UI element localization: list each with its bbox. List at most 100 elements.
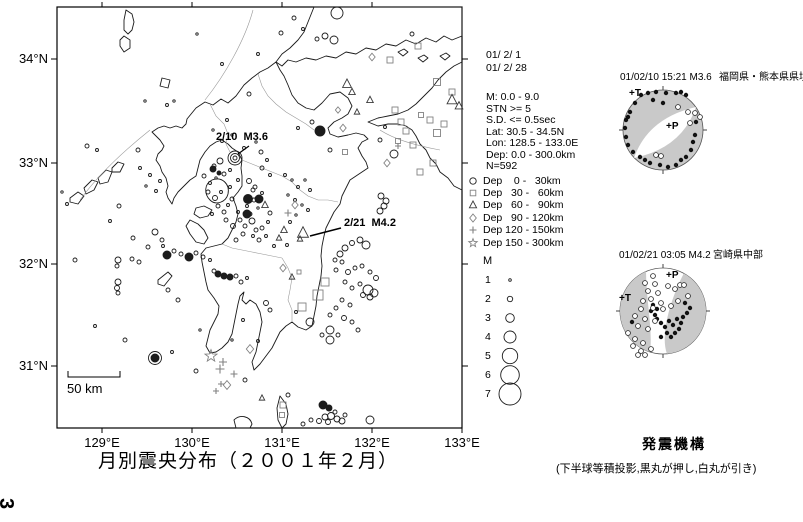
- epicenter-c: [225, 118, 229, 122]
- magnitude-value: 6: [485, 369, 491, 381]
- epicenter-c: [242, 209, 252, 219]
- magnitude-size-circle: [501, 347, 519, 365]
- plus-symbol-icon: [469, 226, 477, 234]
- depth-legend-label: Dep 0 - 30km: [483, 174, 561, 187]
- depth-legend-label: Dep 30 - 60km: [483, 186, 564, 199]
- fm2-title: 01/02/21 03:05 M4.2: [619, 250, 711, 261]
- epicenter-t: [347, 87, 357, 96]
- epicenter-c: [165, 103, 169, 107]
- magnitude-legend-row: 3: [485, 308, 525, 328]
- epicenter-p: [213, 388, 219, 394]
- compression-dot: [662, 324, 668, 330]
- criteria-lon: Lon: 128.5 - 133.0E: [486, 137, 579, 149]
- epicenter-c: [165, 287, 171, 293]
- compression-dot: [664, 330, 670, 336]
- compression-dot: [657, 162, 663, 168]
- epicenter-c: [175, 297, 181, 303]
- epicenter-c: [263, 300, 269, 306]
- epicenter-c: [260, 191, 264, 195]
- epicenter-p: [230, 370, 238, 378]
- epicenter-t: [260, 200, 270, 209]
- epicenter-c: [148, 351, 162, 365]
- epicenter-t: [446, 93, 458, 105]
- epicenter-c: [300, 421, 306, 427]
- magnitude-legend-row: 2: [485, 289, 525, 309]
- magnitude-value: 7: [485, 388, 491, 400]
- star-symbol-icon: [467, 236, 479, 248]
- epicenter-c: [229, 196, 235, 202]
- epicenter-c: [294, 213, 298, 217]
- epicenter-c: [332, 409, 338, 415]
- epicenter-c: [158, 179, 162, 183]
- dilatation-circle: [635, 352, 641, 358]
- compression-dot: [625, 142, 631, 148]
- y-axis-label-32n: 32°N: [18, 256, 48, 271]
- epicenter-c: [214, 270, 222, 278]
- epicenter-c: [211, 268, 217, 274]
- magnitude-legend-row: 7: [485, 382, 525, 406]
- epicenter-c: [355, 327, 361, 333]
- compression-dot: [654, 306, 660, 312]
- epicenter-c: [237, 217, 243, 223]
- epicenter-c: [341, 315, 347, 321]
- epicenter-c: [242, 377, 248, 383]
- epicenter-c: [377, 192, 385, 200]
- epicenter-t: [258, 393, 266, 401]
- epicenter-c: [198, 328, 202, 332]
- epicenter-c: [114, 263, 120, 269]
- epicenter-c: [365, 415, 375, 425]
- epicenter-s: [402, 127, 410, 135]
- magnitude-legend: 1 2 3 4 5 6 7: [485, 270, 535, 410]
- epicenter-c: [138, 166, 142, 170]
- compression-dot: [663, 90, 669, 96]
- compression-dot: [672, 330, 678, 336]
- epicenter-c: [212, 195, 218, 201]
- epicenter-c: [291, 15, 297, 21]
- epicenter-c: [360, 292, 366, 298]
- epicenter-s: [279, 412, 285, 418]
- scale-bar-label: 50 km: [67, 381, 103, 396]
- dilatation-circle: [675, 104, 681, 110]
- dilatation-circle: [672, 286, 678, 292]
- epicenter-t: [296, 234, 304, 242]
- epicenter-c: [314, 36, 320, 42]
- epicenter-c: [151, 228, 159, 236]
- dilatation-circle: [668, 303, 674, 309]
- compression-dot: [684, 310, 690, 316]
- epicenter-c: [327, 147, 333, 153]
- compression-dot: [625, 114, 631, 120]
- dilatation-circle: [648, 296, 654, 302]
- epicenter-c: [172, 99, 176, 103]
- epicenter-c: [321, 32, 329, 40]
- compression-dot: [670, 322, 676, 328]
- epicenter-c: [283, 173, 287, 177]
- epicenter-c: [201, 173, 207, 179]
- magnitude-value: 5: [485, 350, 491, 362]
- dilatation-circle: [681, 282, 687, 288]
- dilatation-circle: [665, 283, 671, 289]
- dilatation-circle: [632, 313, 638, 319]
- criteria-sd: S.D. <= 0.5sec: [486, 114, 556, 126]
- epicenter-c: [254, 194, 264, 204]
- epicenter-c: [184, 252, 194, 262]
- epicenter-c: [333, 305, 339, 311]
- compression-dot: [622, 125, 628, 131]
- epicenter-c: [220, 139, 224, 143]
- epicenter-symbols: [60, 6, 464, 427]
- epicenter-c: [308, 188, 312, 192]
- criteria-depth: Dep: 0.0 - 300.0km: [486, 148, 576, 161]
- epicenter-c: [266, 220, 270, 224]
- epicenter-c: [288, 220, 292, 224]
- epicenter-c: [308, 417, 314, 423]
- depth-legend-label: Dep 120 - 150km: [483, 224, 564, 237]
- dilatation-circle: [635, 323, 641, 329]
- epicenter-d: [334, 106, 342, 114]
- epicenter-c: [356, 236, 364, 244]
- compression-dot: [666, 318, 672, 324]
- dilatation-circle: [692, 110, 698, 116]
- dilatation-circle: [650, 305, 656, 311]
- period-start: 01/ 2/ 1: [486, 49, 522, 61]
- epicenter-s: [386, 56, 394, 64]
- epicenter-t: [454, 100, 464, 110]
